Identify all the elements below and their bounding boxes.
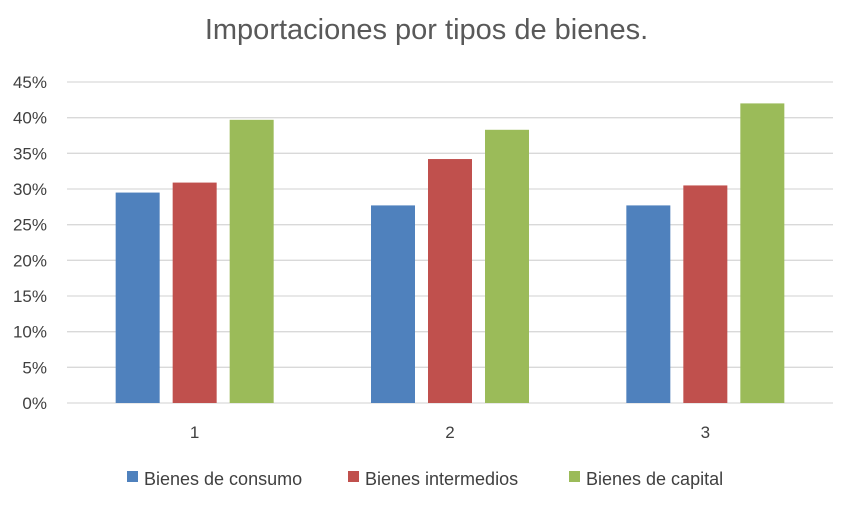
y-tick-label: 40% <box>13 109 47 128</box>
y-tick-label: 35% <box>13 144 47 163</box>
y-axis-ticks: 0% 5% 10% 15% 20% 25% 30% 35% 40% 45% <box>13 73 47 413</box>
bar-1-2 <box>371 205 415 403</box>
chart-title: Importaciones por tipos de bienes. <box>204 14 649 46</box>
bars <box>115 103 785 404</box>
legend-label: Bienes de consumo <box>144 469 302 489</box>
legend-swatch <box>348 471 359 482</box>
x-tick-label: 3 <box>701 423 710 442</box>
y-tick-label: 5% <box>22 358 47 377</box>
legend-label: Bienes intermedios <box>365 469 518 489</box>
y-tick-label: 45% <box>13 73 47 92</box>
legend-swatch <box>127 471 138 482</box>
y-tick-label: 0% <box>22 394 47 413</box>
bar-2-1 <box>172 182 217 403</box>
x-axis-ticks: 1 2 3 <box>190 423 710 442</box>
y-tick-label: 25% <box>13 216 47 235</box>
bar-1-3 <box>626 205 671 403</box>
legend: Bienes de consumo Bienes intermedios Biene… <box>127 469 723 489</box>
bar-3-3 <box>740 103 785 404</box>
bar-1-1 <box>115 192 160 403</box>
y-tick-label: 30% <box>13 180 47 199</box>
bar-3-1 <box>229 119 274 403</box>
legend-label: Bienes de capital <box>586 469 723 489</box>
y-tick-label: 10% <box>13 323 47 342</box>
bar-3-2 <box>485 129 529 403</box>
y-tick-label: 20% <box>13 251 47 270</box>
x-tick-label: 2 <box>445 423 454 442</box>
y-tick-label: 15% <box>13 287 47 306</box>
bar-2-2 <box>428 159 472 403</box>
x-tick-label: 1 <box>190 423 199 442</box>
legend-swatch <box>569 471 580 482</box>
bar-2-3 <box>683 185 728 403</box>
